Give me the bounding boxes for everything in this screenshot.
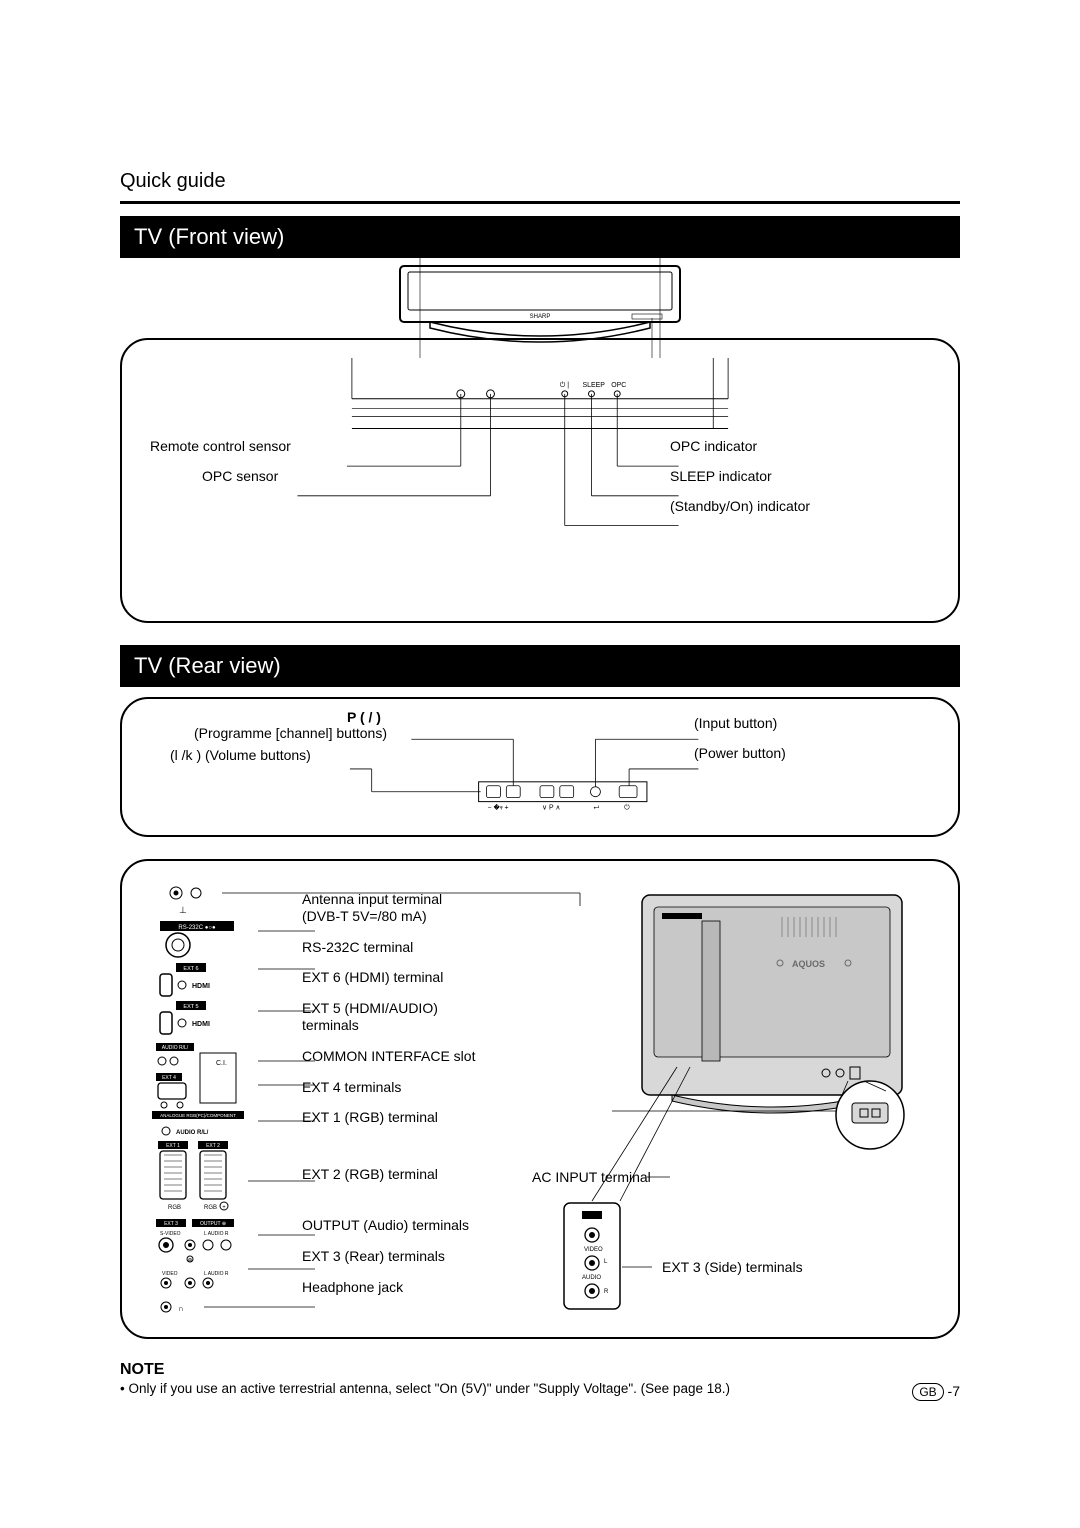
note-heading: NOTE xyxy=(120,1361,960,1379)
label-opc-sensor: OPC sensor xyxy=(202,468,278,484)
label-power-button: (Power button) xyxy=(694,745,786,761)
label-standby-indicator: (Standby/On) indicator xyxy=(670,498,810,514)
svg-text:SHARP: SHARP xyxy=(530,314,551,320)
divider xyxy=(120,201,960,204)
right-leaders xyxy=(122,861,958,1331)
label-prog-sub: (Programme [channel] buttons) xyxy=(194,725,387,741)
label-volume-buttons: (l /k ) (Volume buttons) xyxy=(170,747,311,763)
svg-text:⏻ |: ⏻ | xyxy=(560,381,569,389)
label-remote-sensor: Remote control sensor xyxy=(150,438,291,454)
label-input-button: (Input button) xyxy=(694,715,777,731)
section-title-front: TV (Front view) xyxy=(120,216,960,258)
gb-badge: GB xyxy=(912,1383,943,1401)
page-number: -7 xyxy=(948,1383,960,1399)
svg-text:∨ P ∧: ∨ P ∧ xyxy=(542,805,560,812)
rear-main-panel: ⊥ RS-232C ●○● EXT 6 HDMI EXT 5 HDMI AUDI… xyxy=(120,859,960,1339)
label-opc-indicator: OPC indicator xyxy=(670,438,757,454)
page-footer: GB -7 xyxy=(912,1383,960,1401)
svg-text:SLEEP: SLEEP xyxy=(583,382,606,389)
section-title-rear: TV (Rear view) xyxy=(120,645,960,687)
svg-text:− �ⳡ +: − �ⳡ + xyxy=(488,804,509,812)
svg-text:OPC: OPC xyxy=(611,382,626,389)
front-view-panel: ⏻ | SLEEP OPC Remote control sensor OPC … xyxy=(120,338,960,623)
breadcrumb: Quick guide xyxy=(120,170,960,193)
note-text: • Only if you use an active terrestrial … xyxy=(120,1381,730,1396)
rear-top-panel: − �ⳡ + ∨ P ∧ ⮠ ⏻ P ( / ) (Programme [cha… xyxy=(120,697,960,837)
svg-text:⏻: ⏻ xyxy=(624,804,630,812)
label-sleep-indicator: SLEEP indicator xyxy=(670,468,772,484)
label-prog-heading: P ( / ) xyxy=(347,709,381,725)
svg-text:⮠: ⮠ xyxy=(593,805,599,812)
